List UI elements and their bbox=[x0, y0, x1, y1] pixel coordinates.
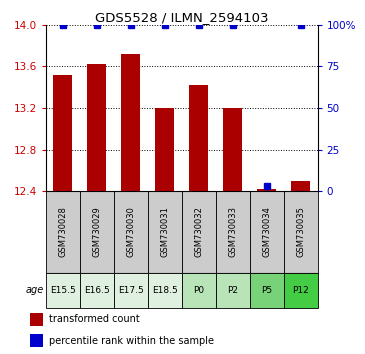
Bar bbox=[291, 181, 310, 191]
Bar bbox=[155, 108, 174, 191]
Text: GSM730034: GSM730034 bbox=[262, 206, 271, 257]
Bar bbox=[121, 54, 140, 191]
Bar bbox=[46, 273, 80, 308]
Bar bbox=[147, 273, 182, 308]
Text: GSM730033: GSM730033 bbox=[228, 206, 237, 257]
Bar bbox=[147, 191, 182, 273]
Text: E16.5: E16.5 bbox=[84, 286, 110, 295]
Bar bbox=[182, 273, 216, 308]
Bar bbox=[114, 273, 147, 308]
Text: P12: P12 bbox=[292, 286, 309, 295]
Bar bbox=[250, 273, 284, 308]
Bar bbox=[189, 85, 208, 191]
Text: percentile rank within the sample: percentile rank within the sample bbox=[49, 336, 214, 346]
Bar bbox=[87, 64, 106, 191]
Bar bbox=[216, 191, 250, 273]
Bar bbox=[114, 191, 147, 273]
Text: GSM730029: GSM730029 bbox=[92, 206, 101, 257]
Text: P5: P5 bbox=[261, 286, 272, 295]
Bar bbox=[182, 191, 216, 273]
Bar bbox=[46, 191, 80, 273]
Text: E15.5: E15.5 bbox=[50, 286, 76, 295]
Text: age: age bbox=[26, 285, 44, 295]
Text: GSM730028: GSM730028 bbox=[58, 206, 67, 257]
Text: E17.5: E17.5 bbox=[118, 286, 143, 295]
Text: transformed count: transformed count bbox=[49, 314, 140, 325]
Text: P0: P0 bbox=[193, 286, 204, 295]
Text: P2: P2 bbox=[227, 286, 238, 295]
Bar bbox=[250, 191, 284, 273]
Bar bbox=[80, 273, 114, 308]
Bar bbox=[216, 273, 250, 308]
Title: GDS5528 / ILMN_2594103: GDS5528 / ILMN_2594103 bbox=[95, 11, 268, 24]
Text: E18.5: E18.5 bbox=[152, 286, 177, 295]
Bar bbox=[284, 191, 318, 273]
Bar bbox=[257, 189, 276, 191]
Text: GSM730031: GSM730031 bbox=[160, 206, 169, 257]
Bar bbox=[80, 191, 114, 273]
Text: GSM730035: GSM730035 bbox=[296, 206, 305, 257]
Text: GSM730030: GSM730030 bbox=[126, 206, 135, 257]
Bar bbox=[284, 273, 318, 308]
Bar bbox=[53, 75, 72, 191]
Bar bbox=[223, 108, 242, 191]
Bar bbox=[30, 334, 43, 347]
Bar bbox=[30, 313, 43, 326]
Text: GSM730032: GSM730032 bbox=[194, 206, 203, 257]
